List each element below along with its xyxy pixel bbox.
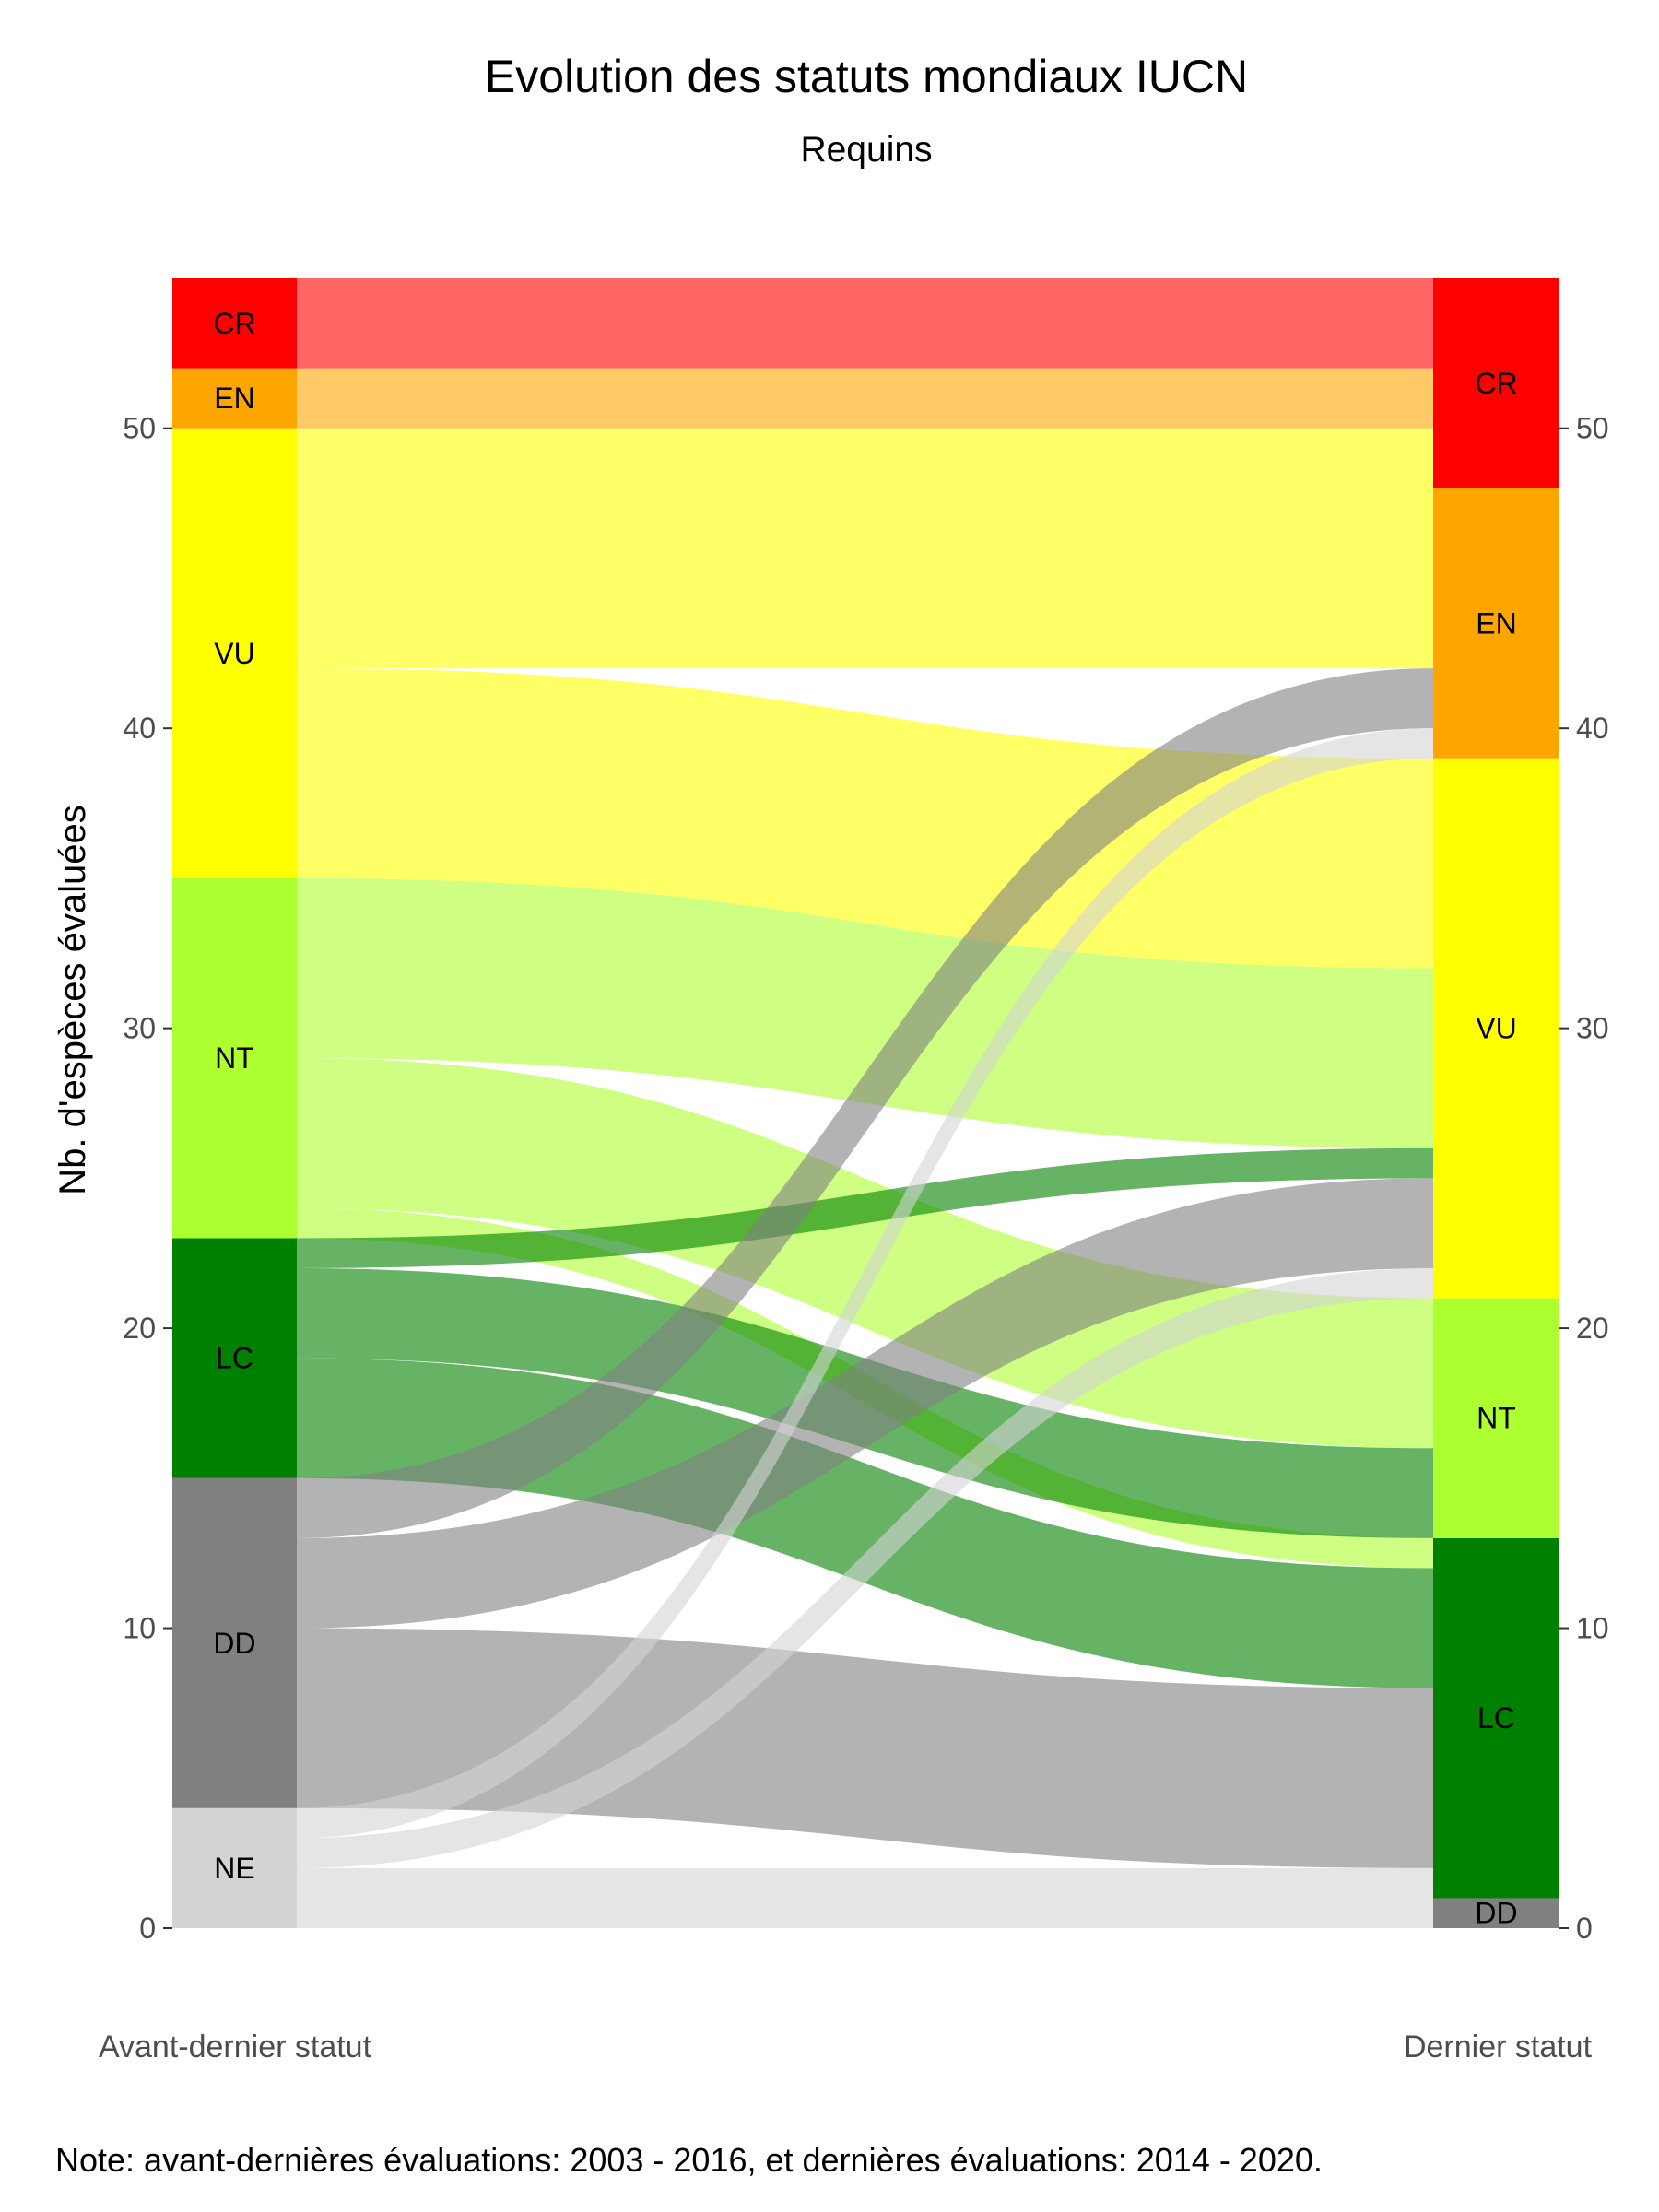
stratum-label-left-nt: NT bbox=[215, 1041, 254, 1075]
stratum-left-ne bbox=[172, 1807, 297, 1928]
y-tick-label-right-30: 30 bbox=[1576, 1012, 1609, 1045]
stratum-label-right-en: EN bbox=[1476, 606, 1516, 640]
y-tick-label-right-0: 0 bbox=[1576, 1912, 1593, 1945]
stratum-right-nt bbox=[1433, 1298, 1559, 1538]
y-tick-label-right-40: 40 bbox=[1576, 712, 1609, 745]
stratum-label-right-lc: LC bbox=[1477, 1701, 1515, 1735]
stratum-label-left-dd: DD bbox=[213, 1627, 255, 1660]
axis-label-right: Dernier statut bbox=[1404, 2030, 1593, 2065]
stratum-label-left-cr: CR bbox=[213, 307, 255, 340]
stratum-left-lc bbox=[172, 1238, 297, 1478]
stratum-left-cr bbox=[172, 278, 297, 369]
chart-note: Note: avant-dernières évaluations: 2003 … bbox=[55, 2141, 1323, 2179]
y-tick-label-left-40: 40 bbox=[123, 712, 156, 745]
y-axis-label: Nb. d'espèces évaluées bbox=[53, 805, 93, 1194]
chart-subtitle: Requins bbox=[800, 130, 932, 170]
flow-vu-to-en bbox=[297, 488, 1433, 669]
stratum-right-dd bbox=[1433, 1898, 1559, 1928]
strata-layer: NE DD LC NT VU EN CR DD LC NT VU EN CR bbox=[172, 278, 1559, 1930]
flow-dd-to-lc bbox=[297, 1628, 1433, 1868]
y-tick-label-left-50: 50 bbox=[123, 412, 156, 445]
flow-layer bbox=[297, 278, 1433, 1928]
y-tick-label-left-0: 0 bbox=[139, 1912, 156, 1945]
axes-layer: 0 0 10 10 20 20 30 30 40 40 50 50 bbox=[123, 412, 1608, 1945]
flow-vu-to-vu bbox=[297, 668, 1433, 969]
flow-lc-to-vu bbox=[297, 1147, 1433, 1268]
stratum-label-right-vu: VU bbox=[1476, 1012, 1516, 1045]
stratum-right-en bbox=[1433, 488, 1559, 759]
flow-dd-to-en bbox=[297, 668, 1433, 1538]
axis-label-left: Avant-dernier statut bbox=[99, 2030, 372, 2065]
y-tick-label-left-30: 30 bbox=[123, 1012, 156, 1045]
stratum-left-dd bbox=[172, 1477, 297, 1808]
stratum-label-right-cr: CR bbox=[1475, 367, 1517, 400]
flow-ne-to-dd bbox=[297, 1898, 1433, 1928]
flow-cr-to-cr bbox=[297, 278, 1433, 369]
flow-dd-to-vu bbox=[297, 1178, 1433, 1629]
y-tick-label-left-10: 10 bbox=[123, 1612, 156, 1645]
y-tick-label-left-20: 20 bbox=[123, 1312, 156, 1345]
stratum-label-right-nt: NT bbox=[1477, 1402, 1516, 1435]
stratum-right-vu bbox=[1433, 758, 1559, 1299]
y-tick-label-right-10: 10 bbox=[1576, 1612, 1609, 1645]
flow-nt-to-vu bbox=[297, 877, 1433, 1148]
stratum-left-nt bbox=[172, 877, 297, 1239]
stratum-right-cr bbox=[1433, 278, 1559, 488]
stratum-label-left-ne: NE bbox=[214, 1852, 254, 1885]
flow-vu-to-cr bbox=[297, 428, 1433, 488]
chart-title: Evolution des statuts mondiaux IUCN bbox=[485, 51, 1248, 102]
y-tick-label-right-20: 20 bbox=[1576, 1312, 1609, 1345]
stratum-right-lc bbox=[1433, 1537, 1559, 1899]
stratum-left-vu bbox=[172, 428, 297, 878]
flow-ne-to-vu bbox=[297, 1268, 1433, 1868]
stratum-label-left-lc: LC bbox=[216, 1342, 253, 1375]
stratum-label-left-en: EN bbox=[214, 382, 254, 415]
y-tick-label-right-50: 50 bbox=[1576, 412, 1609, 445]
flow-ne-to-lc bbox=[297, 1867, 1433, 1899]
flow-ne-to-en bbox=[297, 728, 1433, 1839]
stratum-label-right-dd: DD bbox=[1475, 1897, 1517, 1930]
stratum-label-left-vu: VU bbox=[214, 637, 254, 670]
stratum-left-en bbox=[172, 368, 297, 429]
flow-en-to-cr bbox=[297, 368, 1433, 429]
